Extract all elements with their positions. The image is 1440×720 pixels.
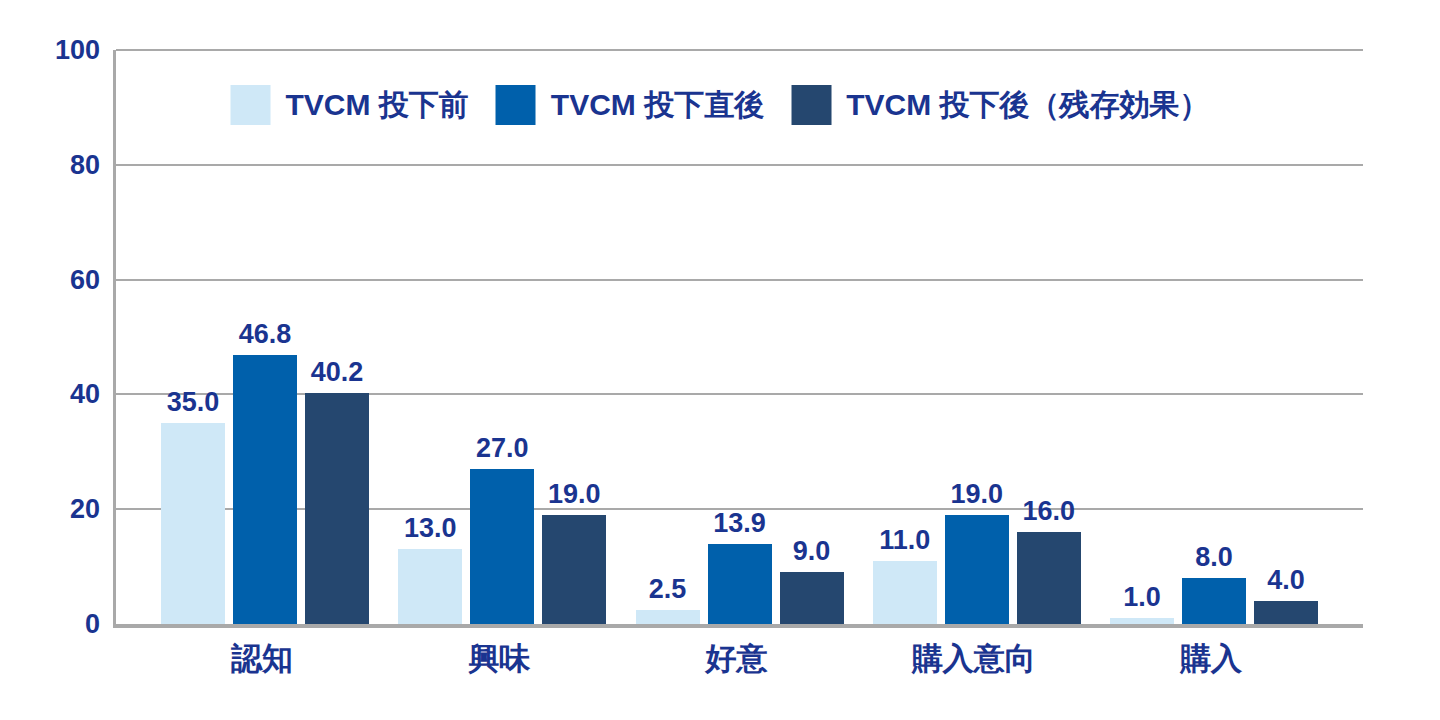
x-category-label: 興味 xyxy=(395,642,603,676)
bar-value-label: 40.2 xyxy=(311,357,364,387)
x-category-label: 好意 xyxy=(633,642,841,676)
bar-wrap: 9.0 xyxy=(780,536,844,624)
legend-swatch xyxy=(496,85,536,125)
legend-item: TVCM 投下直後 xyxy=(496,85,764,125)
bar-wrap: 1.0 xyxy=(1110,582,1174,624)
legend-swatch xyxy=(791,85,831,125)
bar-value-label: 13.0 xyxy=(404,513,457,543)
bar-wrap: 19.0 xyxy=(945,479,1009,624)
legend-item: TVCM 投下後（残存効果） xyxy=(791,85,1209,125)
bar-wrap: 8.0 xyxy=(1182,542,1246,624)
bar-group: 2.5 13.9 9.0 xyxy=(636,508,844,624)
bar-value-label: 27.0 xyxy=(476,433,529,463)
bar-group: 1.0 8.0 4.0 xyxy=(1110,542,1318,624)
bar xyxy=(542,515,606,624)
bar-value-label: 16.0 xyxy=(1022,496,1075,526)
bar-groups: 35.0 46.8 40.2 13.0 27.0 19.0 2.5 13.9 9.0 11.0 19… xyxy=(116,50,1363,624)
y-tick-label: 20 xyxy=(0,494,100,524)
bar xyxy=(233,355,297,624)
bar-value-label: 19.0 xyxy=(950,479,1003,509)
y-tick-label: 0 xyxy=(0,609,100,639)
bar-wrap: 4.0 xyxy=(1254,565,1318,624)
bar-value-label: 19.0 xyxy=(548,479,601,509)
x-category-label: 認知 xyxy=(158,642,366,676)
bar-chart: 0 20 40 60 80 100 35.0 46.8 40.2 13.0 27.0 19.0 2.5… xyxy=(0,0,1440,720)
bar-wrap: 13.9 xyxy=(708,508,772,624)
bar-group: 11.0 19.0 16.0 xyxy=(873,479,1081,624)
legend-label: TVCM 投下前 xyxy=(286,85,469,125)
bar xyxy=(873,561,937,624)
bar xyxy=(780,572,844,624)
bar-wrap: 46.8 xyxy=(233,319,297,624)
y-tick-label: 40 xyxy=(0,379,100,409)
y-tick-label: 60 xyxy=(0,265,100,295)
legend-label: TVCM 投下後（残存効果） xyxy=(846,85,1209,125)
bar-value-label: 1.0 xyxy=(1123,582,1161,612)
y-tick-label: 80 xyxy=(0,150,100,180)
bar-wrap: 35.0 xyxy=(161,387,225,624)
legend: TVCM 投下前 TVCM 投下直後 TVCM 投下後（残存効果） xyxy=(231,85,1210,125)
bar xyxy=(161,423,225,624)
bar xyxy=(1254,601,1318,624)
bar-value-label: 13.9 xyxy=(713,508,766,538)
bar xyxy=(1017,532,1081,624)
bar xyxy=(708,544,772,624)
x-category-label: 購入 xyxy=(1107,642,1315,676)
bar-wrap: 11.0 xyxy=(873,525,937,624)
bar-value-label: 2.5 xyxy=(649,574,687,604)
bar-wrap: 13.0 xyxy=(398,513,462,624)
bar-value-label: 4.0 xyxy=(1267,565,1305,595)
bar xyxy=(1182,578,1246,624)
y-tick-label: 100 xyxy=(0,35,100,65)
y-axis: 020406080100 xyxy=(0,50,100,624)
x-category-label: 購入意向 xyxy=(870,642,1078,676)
bar-value-label: 8.0 xyxy=(1195,542,1233,572)
legend-item: TVCM 投下前 xyxy=(231,85,469,125)
bar-wrap: 40.2 xyxy=(305,357,369,624)
bar-value-label: 35.0 xyxy=(167,387,220,417)
bar-wrap: 16.0 xyxy=(1017,496,1081,624)
bar-group: 13.0 27.0 19.0 xyxy=(398,433,606,624)
bar xyxy=(1110,618,1174,624)
bar xyxy=(636,610,700,624)
legend-label: TVCM 投下直後 xyxy=(551,85,764,125)
x-axis-labels: 認知興味好意購入意向購入 xyxy=(113,642,1360,676)
bar-value-label: 9.0 xyxy=(793,536,831,566)
bar xyxy=(470,469,534,624)
bar-group: 35.0 46.8 40.2 xyxy=(161,319,369,624)
plot-area: 35.0 46.8 40.2 13.0 27.0 19.0 2.5 13.9 9.0 11.0 19… xyxy=(113,50,1363,628)
bar xyxy=(945,515,1009,624)
bar xyxy=(305,393,369,624)
bar-wrap: 2.5 xyxy=(636,574,700,624)
bar-value-label: 46.8 xyxy=(239,319,292,349)
bar-value-label: 11.0 xyxy=(879,525,930,555)
legend-swatch xyxy=(231,85,271,125)
bar xyxy=(398,549,462,624)
bar-wrap: 19.0 xyxy=(542,479,606,624)
bar-wrap: 27.0 xyxy=(470,433,534,624)
